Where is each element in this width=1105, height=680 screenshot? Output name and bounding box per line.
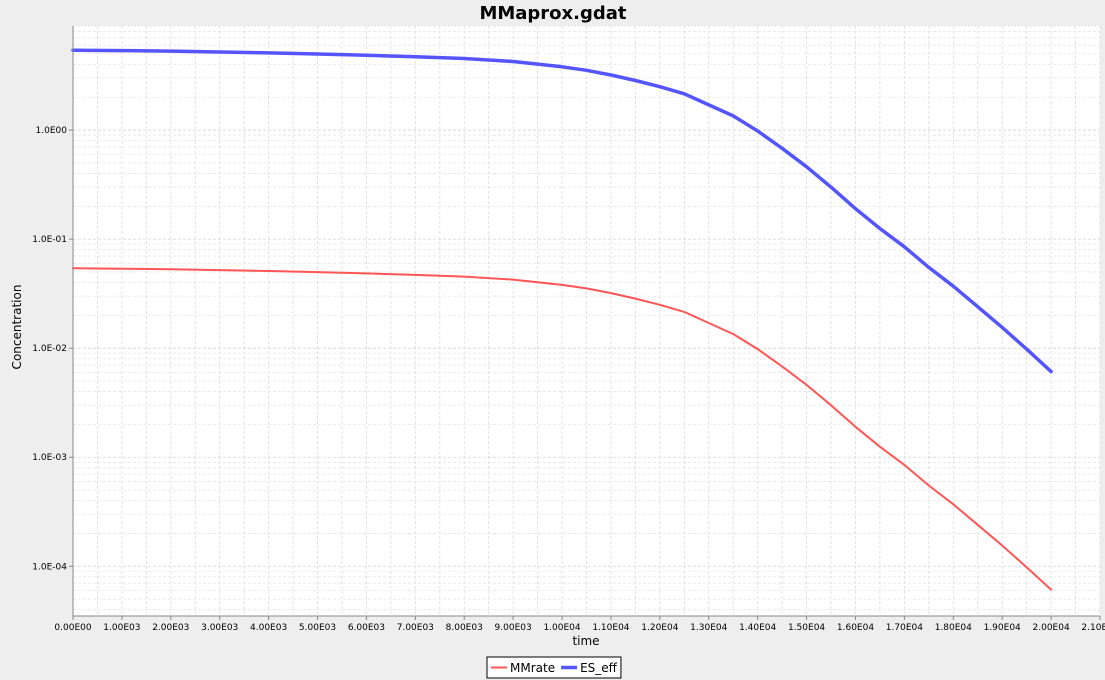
legend-box xyxy=(486,656,622,679)
x-tick-label: 1.80E04 xyxy=(935,623,972,633)
series-layer xyxy=(71,48,1053,591)
x-tick-label: 1.40E04 xyxy=(739,623,776,633)
y-tick-label: 1.0E-02 xyxy=(32,344,67,354)
x-tick-label: 7.00E03 xyxy=(397,623,434,633)
x-tick-label: 1.10E04 xyxy=(592,623,629,633)
axes-layer: 0.00E00 1.00E03 2.00E03 3.00E03 4.00E03 5.00E… xyxy=(32,26,1105,633)
y-tick-label: 1.0E00 xyxy=(36,126,68,136)
x-tick-label: 5.00E03 xyxy=(299,623,336,633)
legend: MMrate ES_eff xyxy=(486,656,622,679)
x-tick-label: 8.00E03 xyxy=(446,623,483,633)
legend-label-es-eff: ES_eff xyxy=(580,661,618,675)
x-tick-label: 1.00E04 xyxy=(543,623,580,633)
x-tick-label: 4.00E03 xyxy=(250,623,287,633)
x-tick-label: 1.90E04 xyxy=(984,623,1021,633)
x-tick-label: 2.00E03 xyxy=(152,623,189,633)
y-axis-label: Concentration xyxy=(10,285,24,370)
x-tick-label: 1.60E04 xyxy=(837,623,874,633)
x-tick-label: 1.50E04 xyxy=(788,623,825,633)
x-tick-label: 3.00E03 xyxy=(201,623,238,633)
y-tick-label: 1.0E-04 xyxy=(32,562,67,572)
series-line-es-eff xyxy=(71,48,1053,374)
y-tick-label: 1.0E-03 xyxy=(32,453,67,463)
chart-title: MMaprox.gdat xyxy=(479,3,626,24)
x-tick-label: 1.30E04 xyxy=(690,623,727,633)
x-tick-label: 0.00E00 xyxy=(54,623,91,633)
legend-label-mmrate: MMrate xyxy=(510,661,555,675)
x-tick-label: 1.00E03 xyxy=(103,623,140,633)
x-tick-label: 9.00E03 xyxy=(495,623,532,633)
x-tick-label: 2.10E04 xyxy=(1081,623,1105,633)
x-tick-label: 1.70E04 xyxy=(886,623,923,633)
x-tick-label: 6.00E03 xyxy=(348,623,385,633)
series-line-mmrate xyxy=(72,267,1053,591)
x-axis-label: time xyxy=(572,634,599,648)
x-tick-label: 2.00E04 xyxy=(1033,623,1070,633)
x-tick-label: 1.20E04 xyxy=(641,623,678,633)
y-tick-label: 1.0E-01 xyxy=(32,235,67,245)
grid-layer xyxy=(72,25,1101,616)
